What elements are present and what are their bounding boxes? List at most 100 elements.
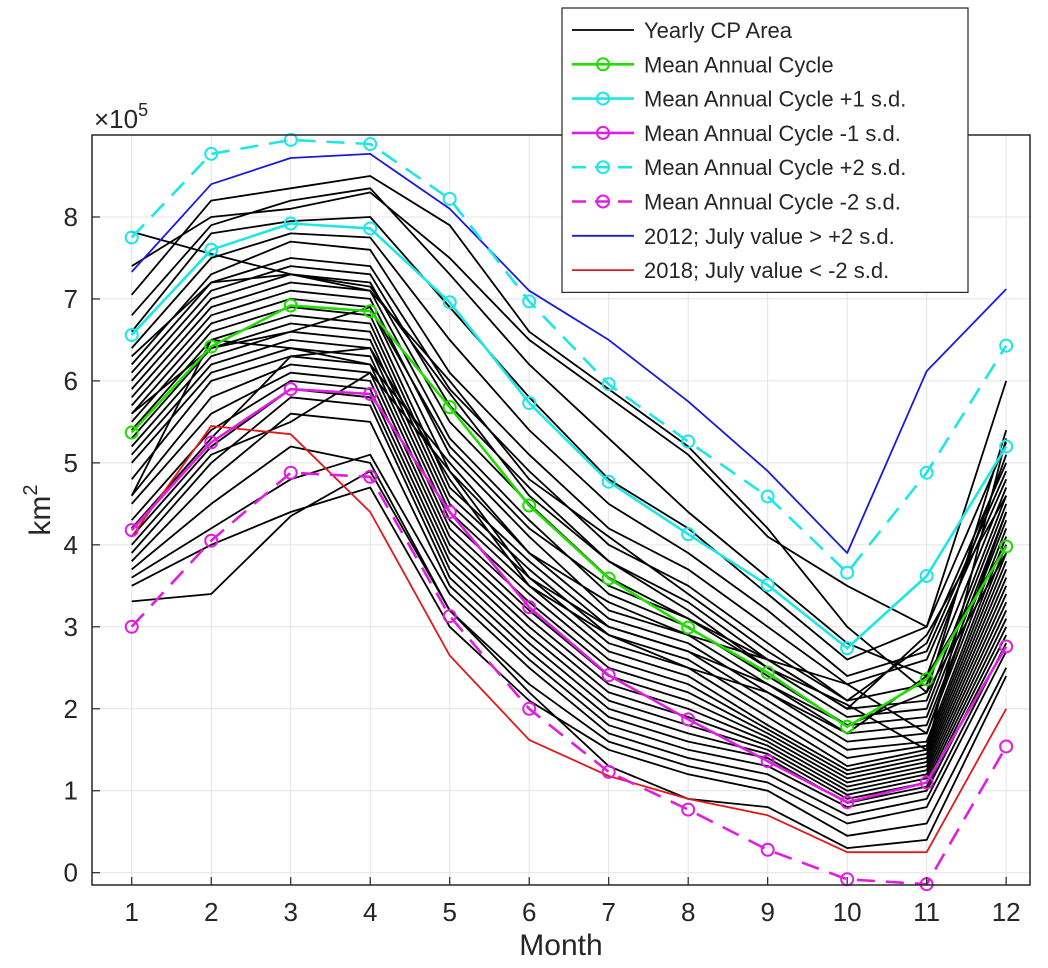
mean-annual-cycle-marker — [124, 425, 139, 440]
mean-minus-1sd-marker — [204, 435, 219, 450]
mean-minus-1sd-marker — [522, 600, 537, 615]
mean-minus-2sd-marker — [204, 533, 219, 548]
mean-annual-cycle-marker — [760, 665, 775, 680]
mean-plus-2sd-marker — [363, 137, 378, 152]
series-2012-line — [131, 152, 1007, 554]
yearly-cp-area-line — [131, 306, 1007, 710]
mean-plus-1sd-marker — [601, 474, 616, 489]
y-axis-multiplier-exponent: 5 — [138, 100, 148, 120]
legend-marker — [596, 91, 610, 106]
mean-minus-1sd-marker — [442, 505, 457, 520]
mean-minus-2sd-marker — [442, 609, 457, 624]
x-tick-label: 7 — [601, 897, 615, 927]
y-tick-label: 3 — [64, 612, 78, 642]
mean-minus-1sd-marker — [999, 639, 1014, 654]
mean-plus-1sd-marker — [204, 242, 219, 257]
mean-minus-2sd-marker — [760, 842, 775, 857]
mean-annual-cycle-marker — [204, 339, 219, 354]
y-tick-label: 4 — [64, 530, 78, 560]
yearly-cp-area-line — [131, 453, 1008, 817]
data-series — [124, 132, 1014, 892]
mean-plus-2sd-marker — [601, 377, 616, 392]
mean-plus-2sd-marker — [681, 434, 696, 449]
svg-text:km2: km2 — [20, 484, 57, 535]
yearly-cp-area-line — [131, 273, 1008, 702]
legend-label: Mean Annual Cycle +1 s.d. — [644, 87, 906, 112]
mean-plus-1sd-marker — [760, 578, 775, 592]
plot-frame — [91, 134, 1031, 886]
x-tick-label: 6 — [522, 897, 536, 927]
mean-plus-2sd-line — [130, 138, 1008, 575]
yearly-cp-area-line — [131, 371, 1008, 792]
yearly-cp-area-line — [131, 379, 1008, 796]
mean-minus-1sd-marker — [760, 754, 775, 769]
yearly-cp-area-line — [131, 396, 1008, 804]
mean-plus-1sd-marker — [840, 641, 855, 656]
y-axis-label-base: km — [24, 496, 57, 536]
x-axis-label: Month — [519, 929, 602, 962]
legend-marker — [596, 194, 610, 209]
mean-minus-2sd-marker — [363, 469, 378, 484]
mean-annual-cycle-line — [130, 304, 1008, 729]
yearly-cp-area-line — [131, 289, 1008, 735]
x-tick-label: 12 — [992, 897, 1021, 927]
legend-box — [561, 7, 969, 293]
yearly-cp-area-line — [131, 191, 1008, 628]
x-tick-label: 1 — [125, 897, 139, 927]
yearly-cp-area-line — [131, 470, 1008, 849]
mean-plus-1sd-line — [130, 222, 1008, 650]
mean-annual-cycle-marker — [522, 498, 537, 513]
y-tick-label: 1 — [64, 776, 78, 806]
mean-plus-1sd-marker — [124, 328, 139, 342]
mean-annual-cycle-marker — [919, 672, 934, 687]
legend-label: Mean Annual Cycle — [644, 52, 834, 77]
y-axis-multiplier: ×105 — [94, 100, 148, 134]
yearly-cp-area-line — [131, 412, 1008, 808]
yearly-cp-area-line — [131, 265, 1008, 710]
mean-plus-1sd-marker — [363, 221, 378, 236]
yearly-cp-area-line — [131, 347, 1008, 780]
mean-annual-cycle-marker — [442, 400, 457, 415]
yearly-cp-area-line — [131, 347, 1007, 735]
x-tick-label: 11 — [913, 897, 940, 927]
legend-label: Mean Annual Cycle +2 s.d. — [644, 155, 906, 180]
y-tick-label: 5 — [64, 448, 78, 478]
legend-marker — [596, 125, 610, 140]
mean-minus-2sd-marker — [681, 802, 696, 817]
yearly-cp-area-line — [131, 297, 1008, 743]
mean-annual-cycle-marker — [681, 620, 696, 635]
yearly-cp-area-line — [130, 355, 1008, 784]
mean-annual-cycle-marker — [601, 571, 616, 586]
series-2018-line — [130, 425, 1007, 854]
x-tick-label: 8 — [681, 897, 695, 927]
y-axis-label-exponent: 2 — [20, 484, 42, 495]
y-tick-label: 6 — [64, 366, 78, 396]
mean-annual-cycle-marker — [840, 719, 855, 734]
mean-annual-cycle-marker — [283, 298, 298, 313]
yearly-cp-area-line — [131, 486, 1008, 837]
mean-minus-2sd-marker — [283, 465, 298, 480]
legend-label: Yearly CP Area — [644, 18, 793, 43]
x-tick-label: 4 — [363, 897, 377, 927]
y-tick-label: 0 — [64, 858, 78, 888]
axes — [92, 216, 1007, 885]
mean-plus-2sd-marker — [919, 465, 934, 480]
yearly-cp-area-line — [131, 445, 1008, 825]
x-tick-label: 3 — [283, 897, 297, 927]
x-tick-label: 10 — [833, 897, 862, 927]
y-axis-label: km2 — [20, 484, 57, 535]
mean-annual-cycle-marker — [363, 304, 378, 319]
yearly-cp-area-line — [131, 338, 1008, 776]
mean-minus-2sd-line — [130, 471, 1008, 886]
mean-plus-2sd-marker — [204, 146, 219, 161]
mean-minus-1sd-line — [130, 387, 1008, 804]
mean-minus-2sd-marker — [601, 764, 616, 779]
mean-plus-1sd-marker — [283, 216, 298, 231]
x-tick-label: 5 — [442, 897, 456, 927]
legend-label: 2018; July value < -2 s.d. — [644, 258, 889, 283]
mean-minus-1sd-marker — [919, 775, 934, 790]
mean-plus-1sd-marker — [522, 396, 537, 411]
mean-plus-2sd-marker — [840, 565, 855, 580]
